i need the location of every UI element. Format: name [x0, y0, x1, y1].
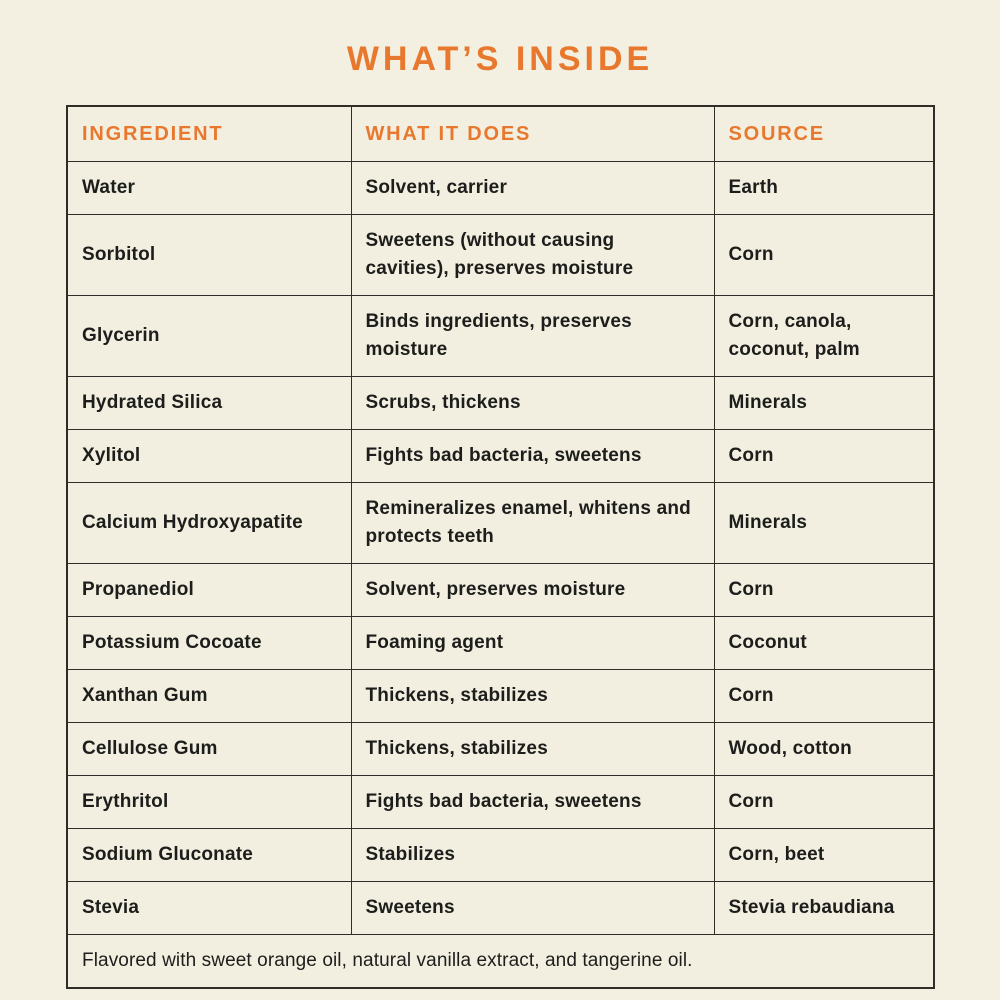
ingredient-cell: Xanthan Gum [66, 669, 352, 723]
page-title: WHAT’S INSIDE [346, 40, 654, 78]
table-row: Hydrated Silica Scrubs, thickens Mineral… [66, 376, 935, 430]
table-row: Erythritol Fights bad bacteria, sweetens… [66, 775, 935, 829]
ingredient-cell: Potassium Cocoate [66, 616, 352, 670]
source-cell: Coconut [713, 616, 935, 670]
ingredient-cell: Stevia [66, 881, 352, 935]
what-it-does-cell: Solvent, preserves moisture [350, 563, 715, 617]
flavor-note: Flavored with sweet orange oil, natural … [66, 934, 935, 989]
ingredient-cell: Glycerin [66, 295, 352, 377]
what-it-does-cell: Stabilizes [350, 828, 715, 882]
ingredient-cell: Sodium Gluconate [66, 828, 352, 882]
what-it-does-cell: Scrubs, thickens [350, 376, 715, 430]
source-cell: Corn [713, 214, 935, 296]
ingredient-cell: Erythritol [66, 775, 352, 829]
what-it-does-cell: Binds ingredients, preserves moisture [350, 295, 715, 377]
ingredient-cell: Calcium Hydroxyapatite [66, 482, 352, 564]
source-cell: Corn [713, 669, 935, 723]
what-it-does-cell: Remineralizes enamel, whitens and protec… [350, 482, 715, 564]
table-row: Xylitol Fights bad bacteria, sweetens Co… [66, 429, 935, 483]
source-cell: Minerals [713, 376, 935, 430]
ingredient-cell: Xylitol [66, 429, 352, 483]
what-it-does-cell: Thickens, stabilizes [350, 722, 715, 776]
what-it-does-cell: Fights bad bacteria, sweetens [350, 775, 715, 829]
ingredient-cell: Sorbitol [66, 214, 352, 296]
what-it-does-cell: Sweetens [350, 881, 715, 935]
what-it-does-cell: Sweetens (without causing cavities), pre… [350, 214, 715, 296]
ingredient-cell: Cellulose Gum [66, 722, 352, 776]
table-row: Cellulose Gum Thickens, stabilizes Wood,… [66, 722, 935, 776]
column-header-ingredient: INGREDIENT [66, 105, 352, 162]
table-row: Xanthan Gum Thickens, stabilizes Corn [66, 669, 935, 723]
what-it-does-cell: Solvent, carrier [350, 161, 715, 215]
column-header-what-it-does: WHAT IT DOES [350, 105, 715, 162]
table-row: Propanediol Solvent, preserves moisture … [66, 563, 935, 617]
table-footer-row: Flavored with sweet orange oil, natural … [66, 934, 935, 989]
ingredient-cell: Propanediol [66, 563, 352, 617]
table-row: Stevia Sweetens Stevia rebaudiana [66, 881, 935, 935]
table-row: Glycerin Binds ingredients, preserves mo… [66, 295, 935, 377]
source-cell: Corn [713, 429, 935, 483]
table-row: Sorbitol Sweetens (without causing cavit… [66, 214, 935, 296]
source-cell: Stevia rebaudiana [713, 881, 935, 935]
table-row: Calcium Hydroxyapatite Remineralizes ena… [66, 482, 935, 564]
ingredient-cell: Hydrated Silica [66, 376, 352, 430]
table-header-row: INGREDIENT WHAT IT DOES SOURCE [66, 105, 935, 162]
source-cell: Corn [713, 563, 935, 617]
column-header-source: SOURCE [713, 105, 935, 162]
source-cell: Earth [713, 161, 935, 215]
source-cell: Corn [713, 775, 935, 829]
ingredients-table: INGREDIENT WHAT IT DOES SOURCE Water Sol… [66, 105, 935, 989]
source-cell: Corn, beet [713, 828, 935, 882]
source-cell: Wood, cotton [713, 722, 935, 776]
source-cell: Corn, canola, coconut, palm [713, 295, 935, 377]
what-it-does-cell: Thickens, stabilizes [350, 669, 715, 723]
table-row: Water Solvent, carrier Earth [66, 161, 935, 215]
table-row: Potassium Cocoate Foaming agent Coconut [66, 616, 935, 670]
ingredient-cell: Water [66, 161, 352, 215]
table-row: Sodium Gluconate Stabilizes Corn, beet [66, 828, 935, 882]
what-it-does-cell: Foaming agent [350, 616, 715, 670]
what-it-does-cell: Fights bad bacteria, sweetens [350, 429, 715, 483]
source-cell: Minerals [713, 482, 935, 564]
